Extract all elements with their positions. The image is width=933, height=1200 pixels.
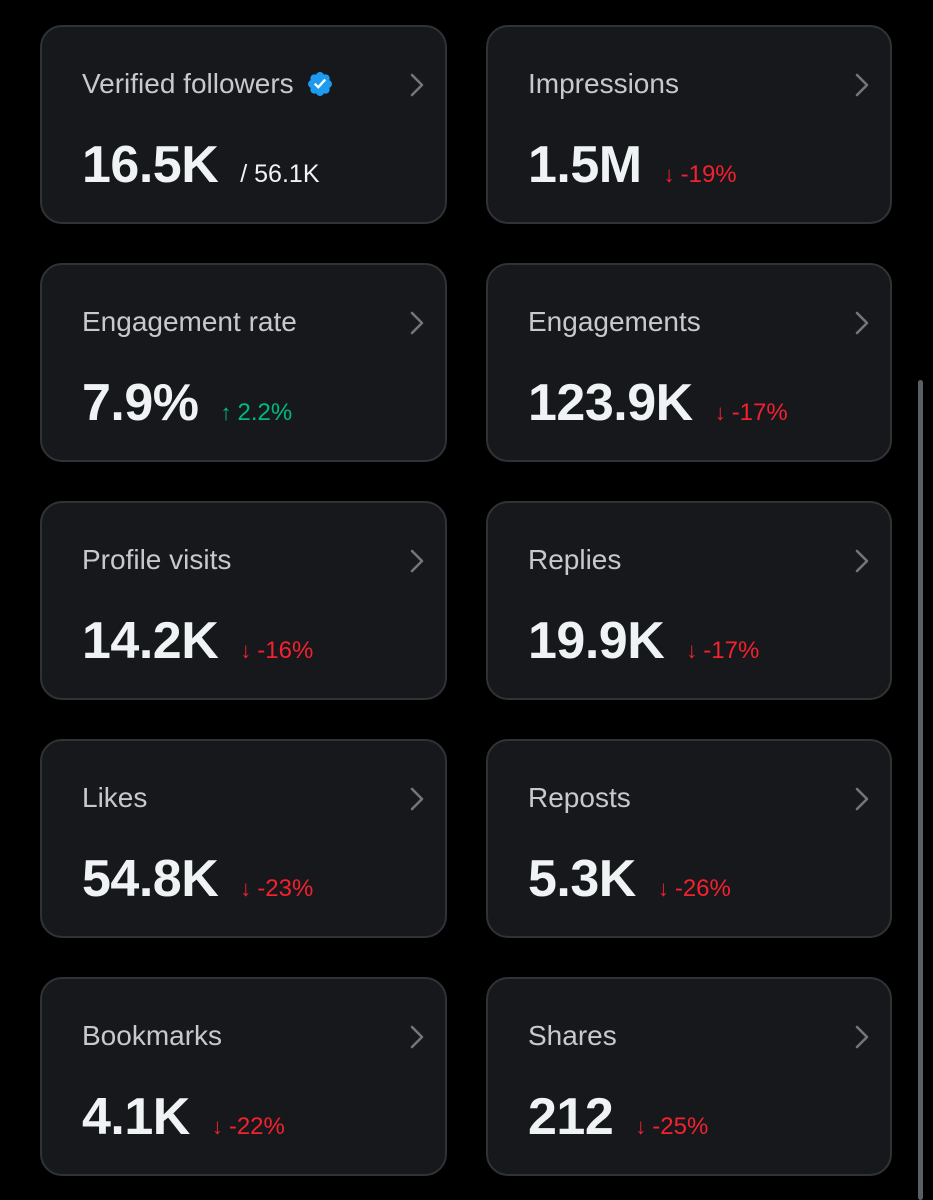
metric-value: 1.5M xyxy=(528,135,642,195)
metric-change-value: -23% xyxy=(257,875,313,903)
metric-change-value: -25% xyxy=(652,1113,708,1141)
metric-label: Bookmarks xyxy=(82,1019,222,1053)
metric-value-row: 5.3K ↓ -26% xyxy=(528,849,731,909)
metric-change: ↑ 2.2% xyxy=(221,399,293,427)
metric-label: Replies xyxy=(528,543,621,577)
chevron-right-icon xyxy=(854,71,870,99)
metric-change-value: -22% xyxy=(229,1113,285,1141)
metric-value: 54.8K xyxy=(82,849,218,909)
metric-card-shares[interactable]: Shares 212 ↓ -25% xyxy=(486,977,892,1176)
metric-value-row: 212 ↓ -25% xyxy=(528,1087,708,1147)
metric-change: ↓ -26% xyxy=(658,875,731,903)
metric-change-value: -26% xyxy=(675,875,731,903)
arrow-down-icon: ↓ xyxy=(635,1114,646,1140)
metric-value-row: 19.9K ↓ -17% xyxy=(528,611,759,671)
verified-badge-icon xyxy=(306,70,334,98)
chevron-right-icon xyxy=(409,1023,425,1051)
metric-change-value: -19% xyxy=(681,161,737,189)
arrow-down-icon: ↓ xyxy=(240,638,251,664)
chevron-right-icon xyxy=(409,785,425,813)
chevron-right-icon xyxy=(409,71,425,99)
metric-card-likes[interactable]: Likes 54.8K ↓ -23% xyxy=(40,739,447,938)
arrow-down-icon: ↓ xyxy=(212,1114,223,1140)
metric-change: ↓ -25% xyxy=(635,1113,708,1141)
metric-change: ↓ -23% xyxy=(240,875,313,903)
chevron-right-icon xyxy=(409,309,425,337)
metric-change: ↓ -19% xyxy=(664,161,737,189)
chevron-right-icon xyxy=(854,309,870,337)
metric-label: Reposts xyxy=(528,781,631,815)
metric-value-row: 16.5K / 56.1K xyxy=(82,135,320,195)
arrow-down-icon: ↓ xyxy=(240,876,251,902)
metric-card-bookmarks[interactable]: Bookmarks 4.1K ↓ -22% xyxy=(40,977,447,1176)
metric-value-row: 54.8K ↓ -23% xyxy=(82,849,313,909)
metric-value-row: 7.9% ↑ 2.2% xyxy=(82,373,292,433)
metric-value: 123.9K xyxy=(528,373,693,433)
metric-change-value: -17% xyxy=(703,637,759,665)
metric-change: ↓ -22% xyxy=(212,1113,285,1141)
metric-card-verified-followers[interactable]: Verified followers 16.5K / 56.1K xyxy=(40,25,447,224)
metric-value: 16.5K xyxy=(82,135,218,195)
metric-card-reposts[interactable]: Reposts 5.3K ↓ -26% xyxy=(486,739,892,938)
metric-label: Verified followers xyxy=(82,67,294,101)
metric-card-engagements[interactable]: Engagements 123.9K ↓ -17% xyxy=(486,263,892,462)
metric-label: Engagements xyxy=(528,305,701,339)
metric-label: Shares xyxy=(528,1019,617,1053)
metric-change-value: -16% xyxy=(257,637,313,665)
arrow-down-icon: ↓ xyxy=(664,162,675,188)
metric-total: / 56.1K xyxy=(240,160,319,189)
metric-change: ↓ -17% xyxy=(686,637,759,665)
metric-card-replies[interactable]: Replies 19.9K ↓ -17% xyxy=(486,501,892,700)
metric-change: ↓ -16% xyxy=(240,637,313,665)
metric-card-profile-visits[interactable]: Profile visits 14.2K ↓ -16% xyxy=(40,501,447,700)
metric-card-impressions[interactable]: Impressions 1.5M ↓ -19% xyxy=(486,25,892,224)
metric-value-row: 1.5M ↓ -19% xyxy=(528,135,737,195)
metric-value: 7.9% xyxy=(82,373,199,433)
chevron-right-icon xyxy=(854,547,870,575)
metric-change: ↓ -17% xyxy=(715,399,788,427)
metric-value: 5.3K xyxy=(528,849,636,909)
chevron-right-icon xyxy=(854,1023,870,1051)
metric-label: Impressions xyxy=(528,67,679,101)
metric-value-row: 14.2K ↓ -16% xyxy=(82,611,313,671)
metrics-grid: Verified followers 16.5K / 56.1K Impress… xyxy=(40,25,892,1176)
chevron-right-icon xyxy=(854,785,870,813)
metric-value-row: 123.9K ↓ -17% xyxy=(528,373,788,433)
metric-value: 4.1K xyxy=(82,1087,190,1147)
arrow-down-icon: ↓ xyxy=(658,876,669,902)
metric-label-wrap: Verified followers xyxy=(82,67,334,101)
metric-value-row: 4.1K ↓ -22% xyxy=(82,1087,285,1147)
scrollbar-thumb[interactable] xyxy=(918,380,923,1200)
metric-label: Engagement rate xyxy=(82,305,297,339)
arrow-up-icon: ↑ xyxy=(221,400,232,426)
metric-card-engagement-rate[interactable]: Engagement rate 7.9% ↑ 2.2% xyxy=(40,263,447,462)
arrow-down-icon: ↓ xyxy=(686,638,697,664)
arrow-down-icon: ↓ xyxy=(715,400,726,426)
chevron-right-icon xyxy=(409,547,425,575)
metric-value: 14.2K xyxy=(82,611,218,671)
metric-value: 19.9K xyxy=(528,611,664,671)
metric-change-value: -17% xyxy=(732,399,788,427)
metric-change-value: 2.2% xyxy=(238,399,293,427)
metric-label: Profile visits xyxy=(82,543,231,577)
metric-value: 212 xyxy=(528,1087,613,1147)
metric-label: Likes xyxy=(82,781,147,815)
